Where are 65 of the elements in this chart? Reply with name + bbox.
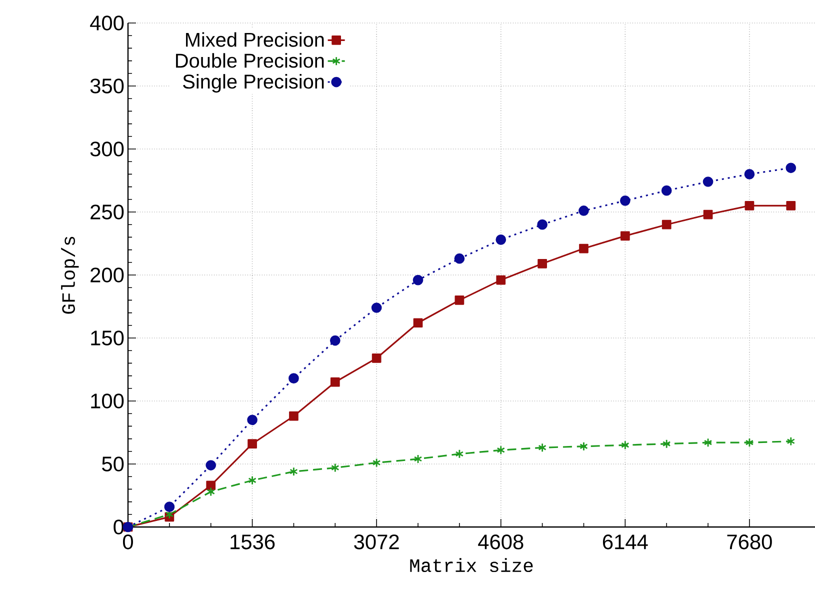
- point: [786, 201, 796, 210]
- y-axis-title: GFlop/s: [61, 236, 79, 314]
- y-tick-label: 50: [102, 456, 124, 472]
- point: [579, 244, 588, 254]
- point: [661, 185, 672, 196]
- point: [578, 206, 589, 216]
- point: [288, 373, 299, 384]
- point: [496, 445, 506, 455]
- point: [413, 318, 423, 328]
- point: [206, 480, 216, 490]
- point: [538, 442, 546, 452]
- legend-label: Double Precision: [176, 53, 324, 68]
- x-tick-label: 6144: [602, 534, 648, 550]
- point: [247, 414, 258, 426]
- y-tick-label: 400: [90, 16, 124, 30]
- x-axis-title: Matrix size: [410, 558, 533, 572]
- point: [454, 253, 465, 264]
- point: [289, 411, 298, 421]
- point: [371, 302, 382, 313]
- point: [372, 353, 382, 363]
- point: [496, 275, 506, 285]
- point: [496, 234, 506, 245]
- point: [414, 454, 422, 464]
- point: [248, 476, 256, 486]
- x-tick-label: 4608: [478, 534, 524, 550]
- point: [703, 210, 713, 220]
- y-tick-label: 350: [90, 78, 124, 94]
- point: [662, 220, 672, 230]
- point: [164, 502, 175, 512]
- point: [206, 460, 216, 470]
- point: [620, 195, 630, 206]
- point: [412, 274, 424, 286]
- point: [580, 442, 588, 452]
- point: [744, 169, 755, 180]
- point: [331, 463, 340, 472]
- y-tick-label: 100: [91, 394, 124, 408]
- point: [786, 162, 796, 174]
- point: [537, 219, 548, 230]
- point: [455, 449, 464, 459]
- point: [330, 377, 340, 387]
- point: [330, 335, 340, 346]
- point: [206, 487, 216, 496]
- y-tick-label: 200: [90, 268, 124, 282]
- point: [621, 440, 630, 450]
- legend-label: Single Precision: [183, 74, 324, 93]
- point: [538, 258, 547, 268]
- point: [454, 296, 464, 305]
- x-tick-label: 7680: [727, 534, 772, 550]
- point: [744, 201, 754, 210]
- point: [662, 439, 671, 449]
- y-tick-label: 0: [114, 520, 124, 534]
- point: [704, 438, 712, 448]
- point: [290, 466, 298, 476]
- y-tick-label: 250: [90, 204, 124, 220]
- point: [786, 436, 796, 446]
- point: [372, 458, 381, 468]
- point: [745, 438, 754, 448]
- legend-label: Mixed Precision: [186, 32, 324, 47]
- point: [702, 176, 714, 187]
- x-tick-label: 3072: [354, 534, 399, 550]
- y-tick-label: 300: [90, 142, 124, 156]
- point: [620, 231, 630, 241]
- point: [248, 439, 257, 449]
- x-tick-label: 1536: [230, 534, 275, 550]
- y-tick-label: 150: [91, 330, 124, 346]
